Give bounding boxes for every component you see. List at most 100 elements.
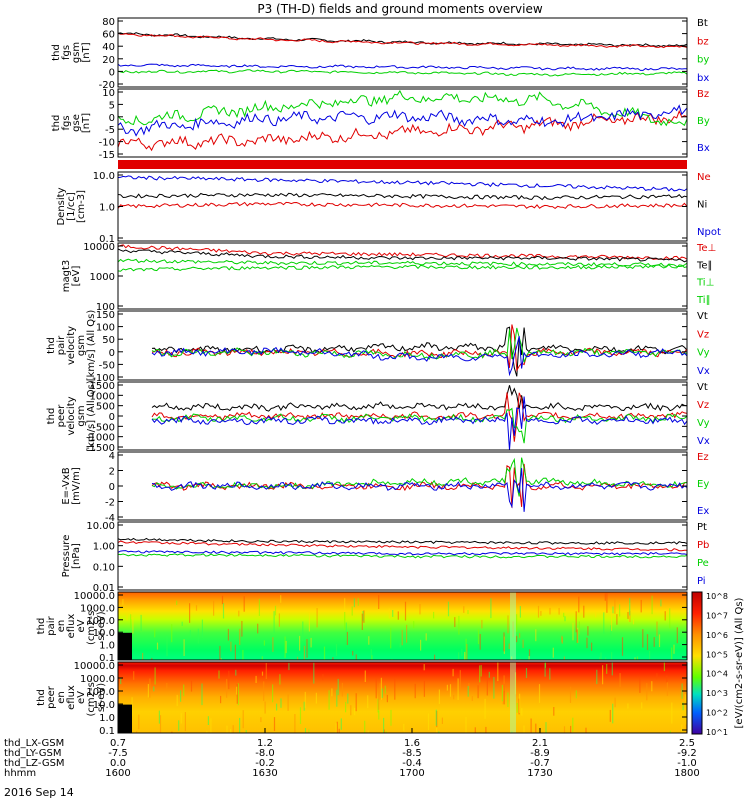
y-label-line: (cm2-s- — [86, 607, 97, 645]
series-line-by — [118, 69, 687, 77]
spectrogram-streak — [230, 729, 232, 733]
spectrogram-streak — [126, 613, 128, 621]
legend-Pb: Pb — [697, 540, 709, 551]
spectrogram-streak — [656, 621, 658, 637]
spectrogram-streak — [563, 726, 566, 733]
spectrogram-streak — [151, 657, 153, 660]
spectrogram-streak — [232, 725, 234, 733]
panel-plot-area — [151, 385, 687, 450]
spectrogram-streak — [434, 654, 436, 660]
spectrogram-streak — [138, 714, 140, 730]
spectrogram-streak — [315, 692, 317, 704]
spectrogram-streak — [257, 623, 259, 634]
spectrogram-streak — [606, 593, 608, 613]
spectrogram-streak — [503, 632, 505, 652]
spectrogram-streak — [519, 606, 521, 618]
spectrogram-streak — [258, 598, 260, 616]
spectrogram-streak — [401, 629, 403, 646]
y-tick-label: -2 — [105, 498, 115, 509]
y-tick-label: 0.1 — [99, 653, 115, 664]
panel-plot-area — [151, 324, 687, 377]
panel-plot-area — [118, 592, 687, 660]
spectrogram-streak — [595, 611, 597, 618]
panel-temperature: 10000 1000 100 magt3 [eV] Te⊥ Te∥ Ti⊥ Ti∥ — [61, 242, 716, 313]
spectrogram-streak — [610, 625, 612, 636]
spectrogram-streak — [352, 650, 354, 656]
spectrogram-streak — [621, 637, 624, 656]
series-line-Vy — [151, 327, 687, 363]
y-label-line: thd — [36, 689, 47, 706]
spectrogram-streak — [465, 638, 467, 660]
spectrogram-streak — [666, 675, 668, 683]
spectrogram-streak — [390, 627, 392, 649]
spectrogram-streak — [438, 689, 440, 704]
series-line-Bx — [118, 104, 687, 137]
spectrogram-streak — [243, 596, 245, 612]
spectrogram-streak — [133, 671, 135, 680]
spectrogram-streak — [479, 732, 481, 733]
spectrogram-streak — [397, 611, 399, 620]
y-tick-label: 0 — [109, 113, 115, 124]
y-tick-label: 60 — [102, 30, 115, 41]
spectrogram-streak — [158, 710, 160, 724]
spectrogram-streak — [449, 684, 452, 697]
y-label-line: eV — [76, 691, 87, 704]
spectrogram-streak — [419, 604, 421, 615]
spectrogram-streak — [660, 599, 662, 607]
spectrogram-streak — [538, 684, 541, 703]
spectrogram-streak — [213, 600, 215, 616]
colorbar-tick-label: 10^5 — [706, 650, 728, 659]
y-label-line: pair — [46, 615, 57, 635]
spectrogram-streak — [350, 705, 352, 716]
spectrogram-streak — [658, 634, 661, 648]
spectrogram-streak — [357, 598, 359, 606]
spectrogram-streak — [649, 650, 651, 660]
spectrogram-streak — [516, 614, 518, 632]
spectrogram-streak — [627, 612, 629, 619]
y-tick-label: 0.01 — [93, 583, 115, 594]
legend-Ey: Ey — [697, 479, 709, 490]
spectrogram-streak — [549, 668, 551, 680]
series-line-Te⊥ — [118, 244, 687, 261]
spectrogram-streak — [159, 715, 162, 733]
spectrogram-streak — [323, 646, 326, 660]
panel-peer-spec: 10000.0 1000.0 100.0 10.0 1.0 0.1 thd peer en efl… — [36, 661, 688, 737]
spectrogram-streak — [220, 695, 222, 704]
spectrogram-streak — [308, 611, 310, 632]
series-line-Te∥ — [118, 248, 687, 263]
spectrogram-streak — [480, 665, 482, 677]
spectrogram-streak — [685, 724, 687, 733]
spectrogram-streak — [331, 688, 333, 697]
spectrogram-streak — [488, 671, 490, 678]
spectrogram-streak — [310, 637, 312, 648]
y-tick-label: -50 — [99, 360, 115, 371]
x-tick-label: 1.2 — [257, 738, 273, 749]
x-tick-label: -0.4 — [402, 758, 422, 769]
spectrogram-streak — [671, 702, 673, 724]
legend-Bx: Bx — [697, 143, 710, 154]
y-label-line: (cm2-s- — [86, 678, 97, 716]
spectrogram-streak — [130, 611, 133, 620]
y-label-line: Density — [56, 187, 67, 225]
colorbar-tick-label: 10^3 — [706, 689, 728, 698]
spectrogram-streak — [403, 723, 405, 733]
spectrogram-streak — [606, 664, 608, 674]
spectrogram-streak — [552, 647, 554, 658]
y-label-line: [eV] — [71, 266, 82, 287]
spectrogram-streak — [273, 611, 275, 633]
y-tick-label: 20 — [102, 55, 115, 66]
spectrogram-streak — [477, 685, 479, 699]
y-tick-label: -10 — [99, 138, 115, 149]
spectrogram-streak — [355, 654, 357, 660]
spectrogram-streak — [230, 641, 232, 652]
y-label-line: en — [56, 691, 67, 704]
y-tick-label: 2 — [109, 467, 115, 478]
y-tick-label: 1000 — [90, 272, 115, 283]
y-label-line: [km/s] (All Qs) — [86, 310, 97, 382]
spectrogram-streak — [364, 720, 366, 733]
date-label: 2016 Sep 14 — [4, 786, 74, 799]
spectrogram-streak — [663, 662, 665, 672]
spectrogram-streak — [452, 668, 454, 677]
